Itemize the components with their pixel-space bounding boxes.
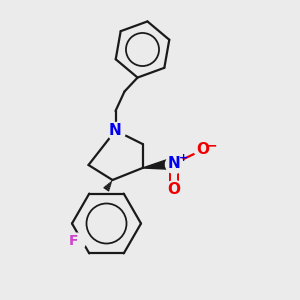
Polygon shape	[142, 158, 175, 169]
Text: +: +	[178, 153, 188, 163]
Text: O: O	[196, 142, 209, 158]
Text: N: N	[168, 156, 180, 171]
Text: N: N	[109, 123, 122, 138]
Text: F: F	[68, 234, 78, 248]
Text: −: −	[206, 139, 217, 152]
Text: O: O	[167, 182, 181, 196]
